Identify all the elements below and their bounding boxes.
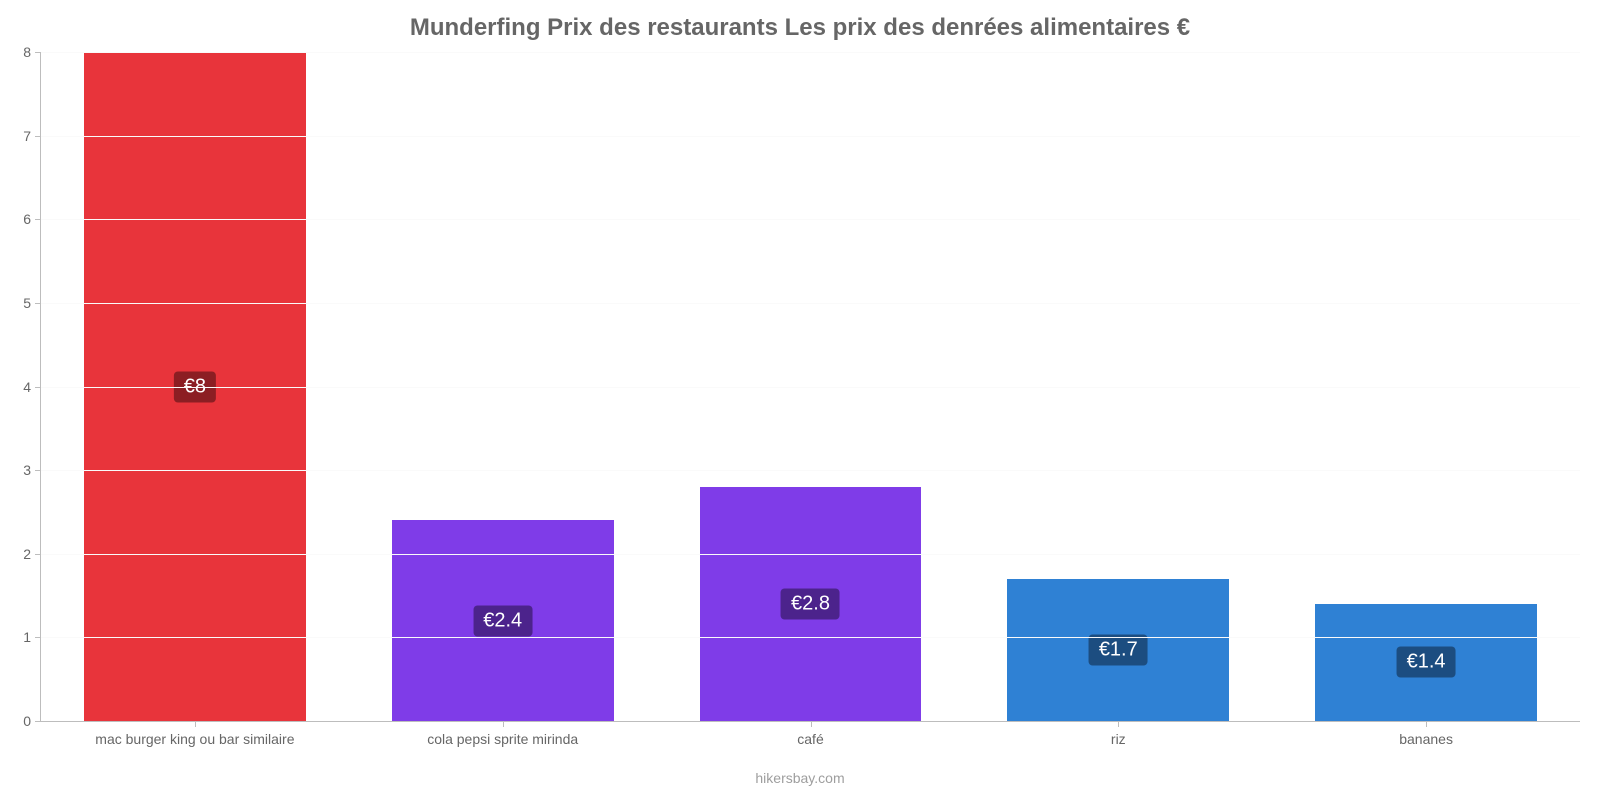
bar-value-label: €2.8 bbox=[781, 588, 840, 619]
bar: €2.8 bbox=[700, 487, 922, 721]
y-axis-label: 4 bbox=[23, 379, 41, 395]
chart-title: Munderfing Prix des restaurants Les prix… bbox=[0, 14, 1600, 42]
bar-value-label: €1.4 bbox=[1397, 647, 1456, 678]
grid-line bbox=[41, 136, 1580, 137]
grid-line bbox=[41, 637, 1580, 638]
y-axis-label: 2 bbox=[23, 546, 41, 562]
grid-line bbox=[41, 219, 1580, 220]
y-axis-label: 3 bbox=[23, 462, 41, 478]
x-axis-label: riz bbox=[1111, 721, 1126, 747]
grid-line bbox=[41, 303, 1580, 304]
bar-value-label: €2.4 bbox=[473, 605, 532, 636]
grid-line bbox=[41, 387, 1580, 388]
x-axis-label: café bbox=[797, 721, 823, 747]
grid-line bbox=[41, 554, 1580, 555]
y-axis-label: 8 bbox=[23, 44, 41, 60]
y-axis-label: 1 bbox=[23, 629, 41, 645]
chart-footer: hikersbay.com bbox=[0, 770, 1600, 786]
y-axis-label: 5 bbox=[23, 295, 41, 311]
plot-area: €8€2.4€2.8€1.7€1.4 012345678mac burger k… bbox=[40, 52, 1580, 722]
bar-value-label: €1.7 bbox=[1089, 634, 1148, 665]
bar: €2.4 bbox=[392, 520, 614, 721]
y-axis-label: 0 bbox=[23, 713, 41, 729]
bar: €1.7 bbox=[1007, 579, 1229, 721]
grid-line bbox=[41, 52, 1580, 53]
bar: €1.4 bbox=[1315, 604, 1537, 721]
x-axis-label: mac burger king ou bar similaire bbox=[95, 721, 294, 747]
chart-container: Munderfing Prix des restaurants Les prix… bbox=[0, 0, 1600, 800]
x-axis-label: cola pepsi sprite mirinda bbox=[427, 721, 578, 747]
y-axis-label: 6 bbox=[23, 211, 41, 227]
grid-line bbox=[41, 470, 1580, 471]
x-axis-label: bananes bbox=[1399, 721, 1453, 747]
y-axis-label: 7 bbox=[23, 128, 41, 144]
